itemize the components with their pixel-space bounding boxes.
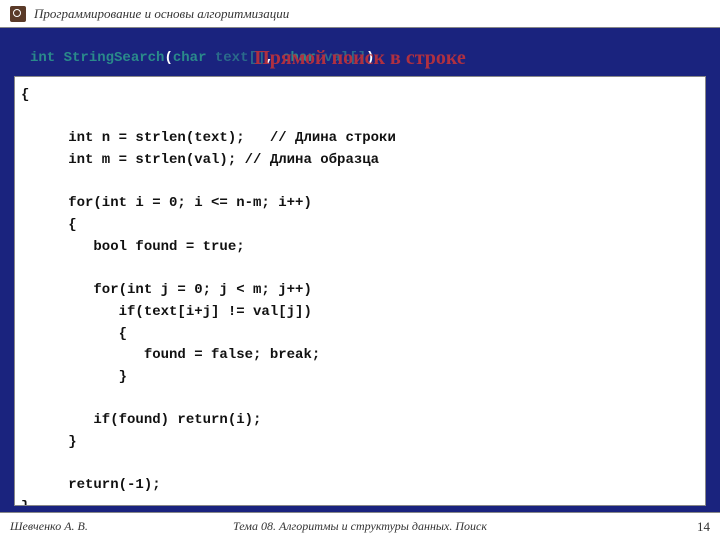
code-line: } <box>43 434 77 450</box>
code-line: if(text[i+j] != val[j]) <box>43 304 312 320</box>
code-line: return(-1); <box>43 477 161 493</box>
kw-return-type: int <box>30 50 55 66</box>
title-band: int StringSearch(char text[], char val[]… <box>0 40 720 76</box>
code-line: { <box>43 326 127 342</box>
author-label: Шевченко А. В. <box>10 519 88 534</box>
topic-label: Тема 08. Алгоритмы и структуры данных. П… <box>233 519 487 534</box>
page-number: 14 <box>697 519 710 535</box>
slide-title: Прямой поиск в строке <box>254 47 466 70</box>
code-line: if(found) return(i); <box>43 412 261 428</box>
code-line: int m = strlen(val); // Длина образца <box>43 152 379 168</box>
code-panel: { int n = strlen(text); // Длина строки … <box>14 76 706 506</box>
course-title: Программирование и основы алгоритмизации <box>34 6 289 22</box>
code-line: } <box>43 369 127 385</box>
code-line: { <box>43 217 77 233</box>
open-paren: ( <box>164 50 172 66</box>
footer-bar: Шевченко А. В. Тема 08. Алгоритмы и стру… <box>0 512 720 540</box>
fn-name: StringSearch <box>64 50 165 66</box>
code-line: int n = strlen(text); // Длина строки <box>43 130 396 146</box>
code-line: for(int j = 0; j < m; j++) <box>43 282 312 298</box>
code-block: { int n = strlen(text); // Длина строки … <box>21 85 699 506</box>
code-line: { <box>21 85 699 107</box>
header-bar: Программирование и основы алгоритмизации <box>0 0 720 28</box>
code-line: found = false; break; <box>43 347 320 363</box>
p1-type: char <box>173 50 207 66</box>
code-line: bool found = true; <box>43 239 245 255</box>
book-icon <box>10 6 26 22</box>
code-line: } <box>21 497 699 506</box>
code-line: for(int i = 0; i <= n-m; i++) <box>43 195 312 211</box>
